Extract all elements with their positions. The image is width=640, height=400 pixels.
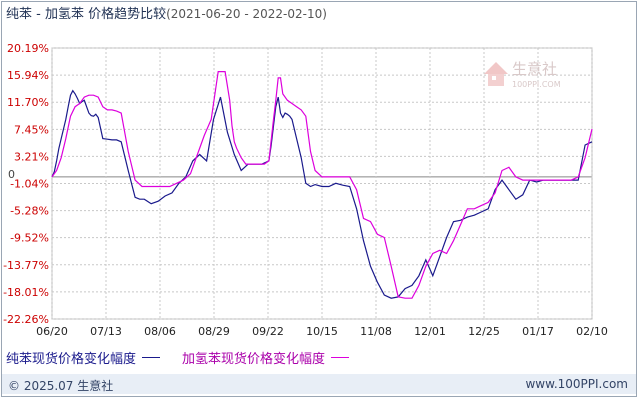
x-tick-label: 06/20	[36, 325, 68, 338]
footer-copyright: © 2025.07 生意社	[8, 379, 114, 393]
chart-legend: 纯苯现货价格变化幅度 加氢苯现货价格变化幅度	[6, 348, 371, 367]
y-tick-label: 11.70%	[7, 96, 49, 109]
x-tick-label: 09/22	[252, 325, 284, 338]
legend-series2-swatch	[331, 357, 350, 358]
y-tick-label: 7.45%	[14, 123, 49, 136]
watermark-url: 100PPI.COM	[512, 80, 561, 89]
x-tick-label: 08/06	[144, 325, 176, 338]
x-tick-label: 01/17	[522, 325, 554, 338]
title-date-range: (2021-06-20 - 2022-02-10)	[166, 7, 327, 21]
x-tick-label: 12/25	[468, 325, 500, 338]
x-tick-label: 10/15	[306, 325, 338, 338]
x-tick-label: 07/13	[90, 325, 122, 338]
y-tick-label: 15.94%	[7, 69, 49, 82]
x-tick-label: 02/10	[576, 325, 608, 338]
watermark-logo: 生意社 100PPI.COM	[480, 54, 580, 98]
legend-series2-label: 加氢苯现货价格变化幅度	[182, 352, 326, 367]
x-tick-label: 08/29	[198, 325, 230, 338]
series-line-2	[51, 70, 593, 299]
chart-title: 纯苯 - 加氢苯 价格趋势比较(2021-06-20 - 2022-02-10)	[6, 3, 327, 22]
y-tick-label: -5.28%	[10, 205, 49, 218]
x-tick-label: 12/01	[414, 325, 446, 338]
y-zero-label: 0	[8, 168, 15, 181]
watermark-house-icon: 生意社 100PPI.COM	[484, 60, 561, 89]
legend-series1-swatch	[142, 357, 161, 358]
series-line-1	[51, 89, 593, 299]
footer-website-link[interactable]: www.100PPI.com	[525, 377, 628, 391]
title-main: 纯苯 - 加氢苯 价格趋势比较	[6, 7, 167, 22]
y-tick-label: -18.01%	[3, 286, 49, 299]
y-tick-label: 3.21%	[14, 150, 49, 163]
y-tick-label: -22.26%	[3, 313, 49, 326]
y-tick-label: -13.77%	[3, 259, 49, 272]
legend-series1-label: 纯苯现货价格变化幅度	[6, 352, 137, 367]
y-tick-label: 20.19%	[7, 42, 49, 55]
watermark-name: 生意社	[512, 60, 557, 78]
x-tick-label: 11/08	[360, 325, 392, 338]
y-tick-label: -1.04%	[10, 178, 49, 191]
footer-bar: © 2025.07 生意社 www.100PPI.com	[2, 374, 636, 394]
y-tick-label: -9.52%	[10, 232, 49, 245]
